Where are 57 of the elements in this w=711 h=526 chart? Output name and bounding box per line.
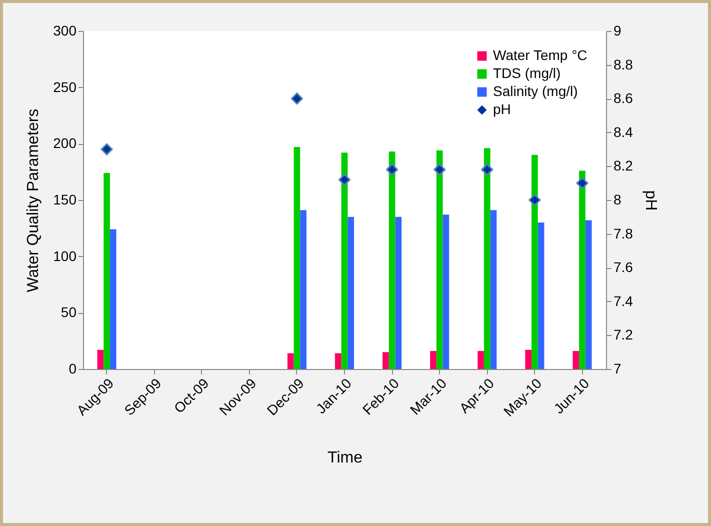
y2-tick-label: 7.2 xyxy=(614,326,634,343)
y-tick-label: 200 xyxy=(53,135,77,152)
bar xyxy=(579,170,586,369)
point xyxy=(100,143,113,156)
bar xyxy=(341,152,348,369)
y-tick-label: 150 xyxy=(53,192,77,208)
legend-label: Water Temp °C xyxy=(493,47,588,63)
bar xyxy=(97,350,104,369)
bar xyxy=(334,353,342,369)
point xyxy=(434,164,446,176)
bar xyxy=(585,220,592,369)
y2-tick-label: 8.4 xyxy=(614,124,634,140)
x-axis-title: Time xyxy=(328,449,363,466)
bar xyxy=(294,147,300,369)
y2-tick-label: 7 xyxy=(614,360,622,376)
legend-label: Salinity (mg/l) xyxy=(493,83,578,99)
y2-tick-label: 7.4 xyxy=(614,292,634,309)
bar xyxy=(388,152,396,369)
point xyxy=(386,164,398,176)
bar xyxy=(287,353,294,369)
y-tick-label: 300 xyxy=(53,22,77,38)
bar xyxy=(490,210,497,369)
y2-tick-label: 8.6 xyxy=(614,90,634,106)
bar xyxy=(382,352,389,369)
bar xyxy=(395,216,402,369)
bar xyxy=(348,216,354,369)
y-axis-title: Water Quality Parameters xyxy=(25,108,42,292)
point xyxy=(338,174,350,186)
point xyxy=(290,92,303,105)
y2-tick-label: 8.8 xyxy=(614,56,634,72)
bar xyxy=(436,150,443,369)
y2-tick-label: 9 xyxy=(614,22,622,38)
y-tick-label: 50 xyxy=(60,304,77,320)
bar xyxy=(442,214,450,369)
legend-label: pH xyxy=(493,101,511,117)
y-tick-label: 0 xyxy=(68,360,77,376)
y2-tick-label: 7.6 xyxy=(614,259,634,276)
y2-tick-label: 8.2 xyxy=(614,158,634,174)
bar xyxy=(110,229,116,369)
y-tick-label: 250 xyxy=(53,78,77,95)
y2-tick-label: 8 xyxy=(614,192,622,208)
y-tick-label: 100 xyxy=(53,248,77,264)
y2-tick-label: 7.8 xyxy=(614,225,634,242)
y2-axis-title: pH xyxy=(642,190,659,211)
bar xyxy=(538,222,544,369)
bar xyxy=(532,154,538,369)
bar xyxy=(104,172,110,369)
bar xyxy=(300,210,306,369)
bar xyxy=(484,148,490,369)
point xyxy=(481,164,494,176)
point xyxy=(528,194,541,206)
bar xyxy=(525,350,532,369)
bar xyxy=(572,350,580,369)
point xyxy=(576,177,588,190)
legend-label: TDS (mg/l) xyxy=(493,65,561,81)
bar xyxy=(430,350,436,369)
bar xyxy=(478,350,484,369)
